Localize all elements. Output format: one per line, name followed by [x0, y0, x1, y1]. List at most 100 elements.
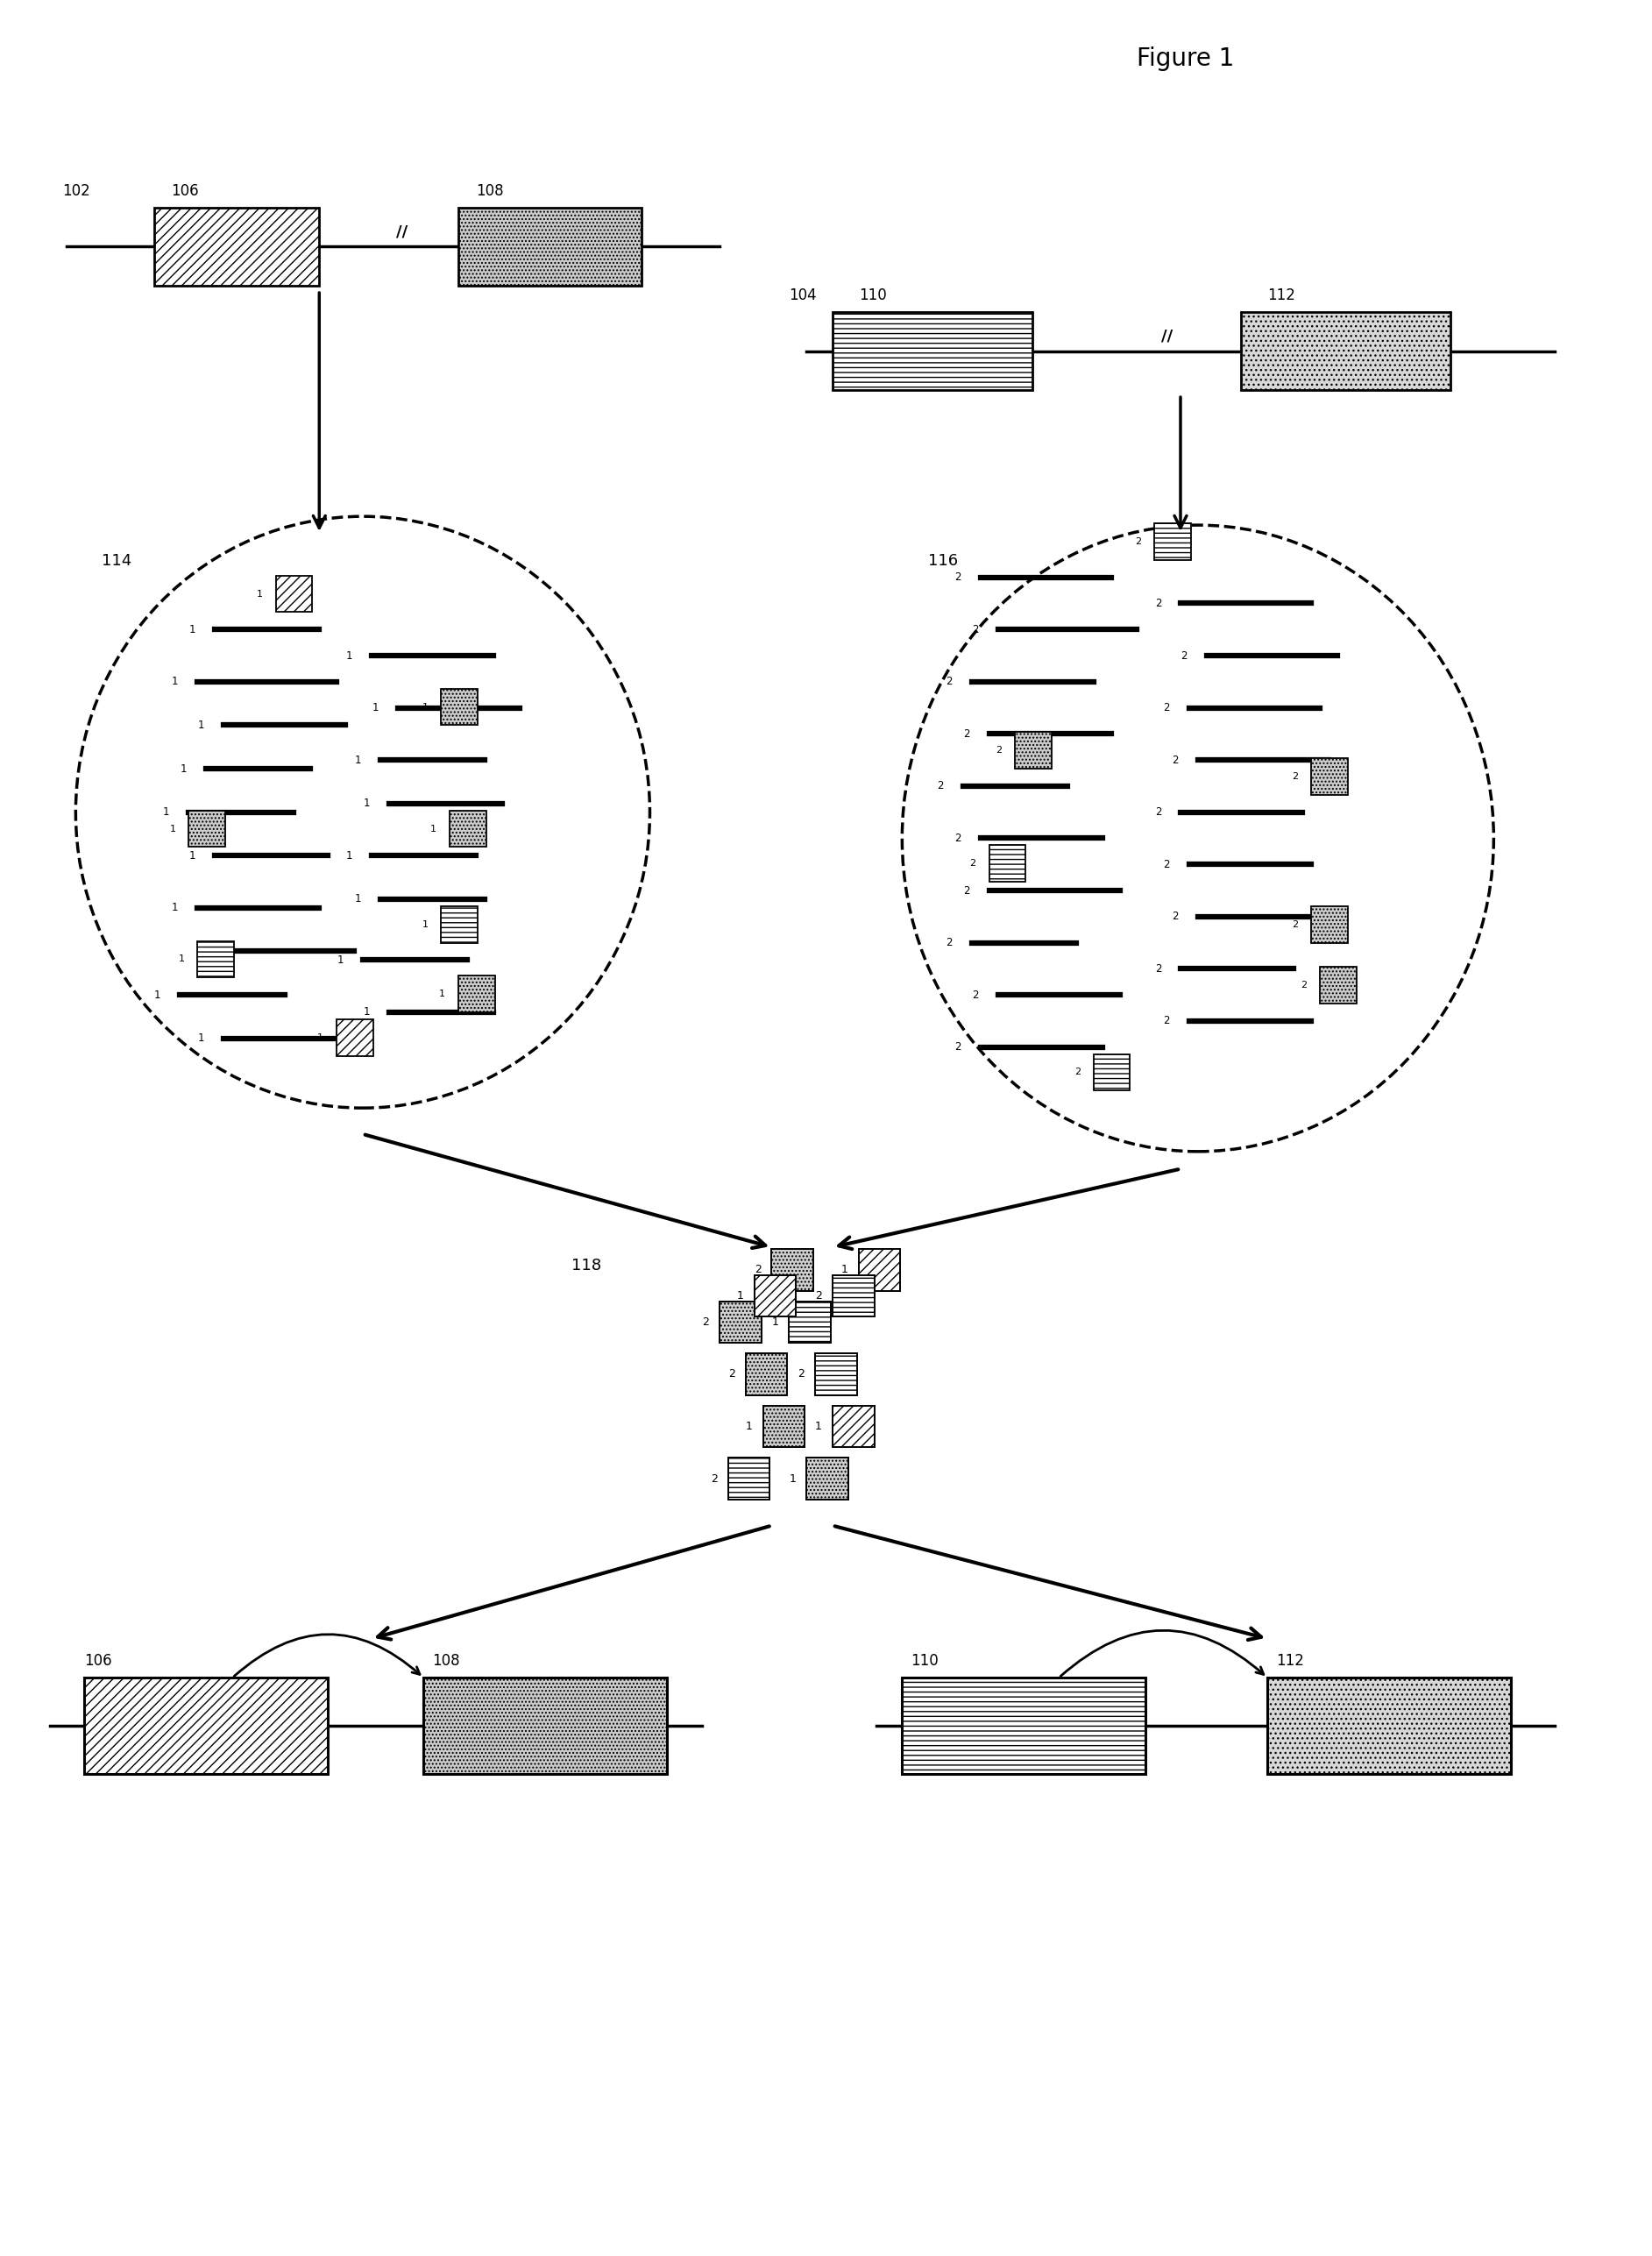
Text: 2: 2 [1155, 805, 1161, 819]
Text: 2: 2 [955, 832, 961, 844]
Text: 2: 2 [1155, 963, 1161, 975]
Bar [188, 810, 225, 846]
Bar [1241, 311, 1450, 390]
Text: 2: 2 [971, 625, 978, 636]
Text: 1: 1 [198, 1033, 205, 1045]
Text: 2: 2 [1173, 911, 1180, 923]
Bar [771, 1250, 813, 1290]
Text: 2: 2 [1135, 537, 1142, 546]
Bar [729, 1457, 770, 1500]
Text: 112: 112 [1267, 287, 1295, 302]
Text: 1: 1 [431, 823, 436, 832]
Text: 1: 1 [421, 920, 428, 929]
Bar [337, 1020, 373, 1056]
Bar [459, 208, 641, 287]
Text: 1: 1 [745, 1421, 753, 1433]
Text: 2: 2 [971, 988, 978, 1002]
Text: 2: 2 [947, 677, 953, 688]
Bar [449, 810, 486, 846]
Bar [154, 208, 319, 287]
Text: 2: 2 [947, 936, 953, 948]
Text: 2: 2 [1292, 920, 1298, 929]
Bar [441, 907, 477, 943]
Bar [790, 1302, 831, 1342]
Text: 2: 2 [1163, 1015, 1170, 1026]
Text: 1: 1 [198, 720, 205, 731]
Text: 1: 1 [363, 1006, 370, 1017]
Text: //: // [396, 223, 408, 239]
Text: 1: 1 [190, 851, 195, 862]
Text: 2: 2 [729, 1369, 735, 1381]
Ellipse shape [76, 517, 649, 1108]
Bar [1312, 758, 1348, 794]
Text: 106: 106 [172, 183, 200, 199]
Text: 102: 102 [63, 183, 91, 199]
Text: 1: 1 [170, 823, 175, 832]
Text: 1: 1 [814, 1421, 823, 1433]
Text: 2: 2 [963, 729, 970, 740]
Text: //: // [1161, 329, 1173, 345]
Text: 2: 2 [1300, 981, 1307, 990]
Text: 1: 1 [164, 805, 170, 819]
Bar [814, 1354, 857, 1394]
Text: 2: 2 [710, 1473, 717, 1484]
Text: 106: 106 [84, 1654, 112, 1669]
Bar [859, 1250, 900, 1290]
Bar [84, 1678, 329, 1773]
Text: 1: 1 [355, 893, 362, 905]
Bar [745, 1354, 788, 1394]
Text: 1: 1 [345, 650, 352, 661]
Text: 1: 1 [154, 988, 160, 1002]
Text: 2: 2 [1181, 650, 1188, 661]
Text: 1: 1 [363, 799, 370, 810]
Bar [441, 688, 477, 724]
Text: 2: 2 [955, 571, 961, 582]
Text: 1: 1 [790, 1473, 796, 1484]
Text: 2: 2 [1074, 1067, 1080, 1076]
Text: 2: 2 [970, 860, 976, 869]
Bar [1267, 1678, 1512, 1773]
Bar [1155, 523, 1191, 559]
Text: 118: 118 [572, 1257, 601, 1272]
Text: Figure 1: Figure 1 [1137, 47, 1234, 72]
Bar [1016, 733, 1052, 769]
Text: 1: 1 [198, 945, 205, 957]
Text: 108: 108 [476, 183, 504, 199]
Bar [833, 1275, 874, 1318]
Text: 2: 2 [996, 747, 1003, 756]
Text: 2: 2 [937, 781, 943, 792]
Text: 1: 1 [337, 954, 344, 966]
Text: 1: 1 [355, 754, 362, 765]
Text: 2: 2 [963, 884, 970, 896]
Ellipse shape [902, 526, 1493, 1151]
Text: 2: 2 [1163, 702, 1170, 713]
Bar [763, 1405, 805, 1448]
Text: 108: 108 [433, 1654, 459, 1669]
Text: 2: 2 [814, 1290, 823, 1302]
Text: 2: 2 [798, 1369, 805, 1381]
Text: 2: 2 [1292, 772, 1298, 781]
Text: 110: 110 [859, 287, 887, 302]
Text: 1: 1 [256, 589, 263, 598]
Bar [198, 941, 235, 977]
Bar [459, 977, 496, 1013]
Text: 1: 1 [372, 702, 378, 713]
Bar [833, 1405, 874, 1448]
Text: 116: 116 [928, 553, 958, 569]
Text: 1: 1 [180, 763, 187, 774]
Text: 112: 112 [1277, 1654, 1303, 1669]
Text: 114: 114 [102, 553, 132, 569]
Text: 1: 1 [172, 677, 178, 688]
Text: 1: 1 [421, 702, 428, 711]
Text: 2: 2 [1163, 860, 1170, 871]
Text: 1: 1 [178, 954, 185, 963]
Bar [806, 1457, 847, 1500]
Bar [1094, 1054, 1130, 1090]
Text: 1: 1 [841, 1263, 847, 1275]
Text: 1: 1 [771, 1315, 778, 1329]
Text: 104: 104 [790, 287, 816, 302]
Text: 2: 2 [1155, 598, 1161, 609]
Text: 2: 2 [1173, 754, 1180, 765]
Text: 2: 2 [702, 1315, 709, 1329]
Text: 2: 2 [755, 1263, 762, 1275]
